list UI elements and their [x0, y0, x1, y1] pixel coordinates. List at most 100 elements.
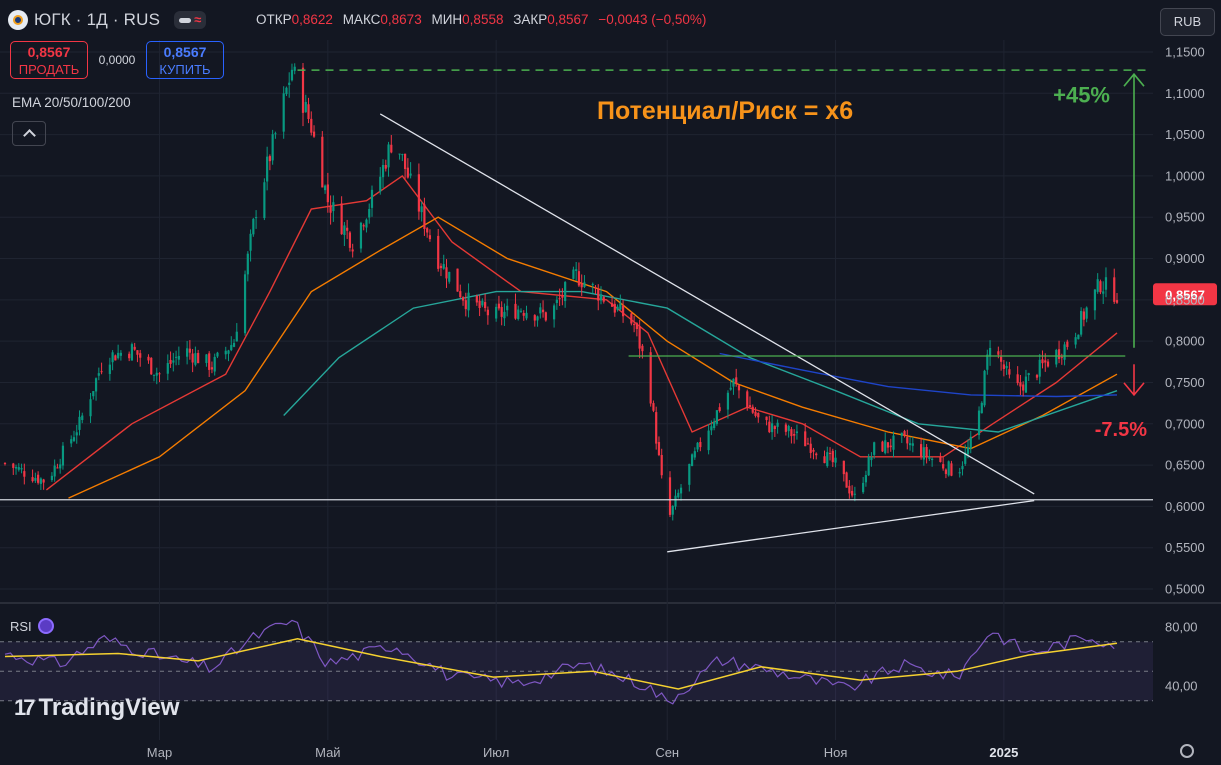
candle-body — [906, 437, 909, 444]
candle-body — [20, 468, 23, 470]
trade-panel: 0,8567 ПРОДАТЬ 0,0000 0,8567 КУПИТЬ — [10, 41, 224, 79]
candle-body — [790, 429, 793, 437]
y-tick-label: 1,0500 — [1165, 127, 1205, 142]
candle-body — [737, 385, 741, 391]
candle-body — [34, 477, 37, 481]
candle-body — [288, 82, 291, 85]
x-tick-label: Июл — [483, 745, 509, 760]
y-tick-label: 0,9000 — [1165, 251, 1205, 266]
candle-body — [961, 466, 964, 470]
x-tick-label: Мар — [147, 745, 172, 760]
candle-body — [426, 228, 429, 233]
candle-body — [575, 269, 578, 271]
candle-body — [908, 443, 912, 446]
ema-lines — [45, 174, 1118, 499]
buy-button[interactable]: 0,8567 КУПИТЬ — [146, 41, 224, 79]
candle-body — [484, 302, 487, 309]
market-status-toggle[interactable]: ≈ — [174, 11, 207, 29]
ohlc-low-label: МИН — [431, 12, 463, 27]
y-tick-label: 1,1500 — [1165, 45, 1205, 60]
candle-body — [343, 225, 346, 235]
candle-body — [539, 307, 542, 314]
candle-body — [254, 217, 258, 219]
ohlc-close-value: 0,8567 — [547, 12, 589, 27]
candle-body — [81, 415, 84, 421]
candle-body — [326, 184, 329, 203]
candle-body — [983, 370, 986, 406]
tradingview-logo: 17 TradingView — [14, 694, 179, 722]
ohlc-open-label: ОТКР — [256, 12, 292, 27]
candle-body — [806, 443, 810, 445]
candle-body — [884, 440, 887, 454]
candle-body — [191, 353, 194, 363]
candle-body — [1035, 375, 1039, 378]
candle-body — [1082, 311, 1085, 320]
candle-body — [1104, 277, 1108, 290]
collapse-legend-button[interactable] — [12, 121, 46, 146]
y-tick-label: 0,5000 — [1165, 582, 1205, 597]
candle-body — [718, 407, 721, 412]
candle-body — [522, 313, 525, 316]
candle-body — [387, 144, 390, 168]
candle-body — [172, 360, 175, 363]
ema-indicator-label[interactable]: EMA 20/50/100/200 — [12, 95, 131, 110]
candle-body — [842, 460, 845, 475]
ohlc-low-value: 0,8558 — [462, 12, 504, 27]
candle-body — [517, 309, 520, 320]
candle-body — [119, 352, 122, 356]
candle-body — [481, 300, 484, 306]
candle-body — [641, 345, 644, 352]
rsi-legend[interactable]: RSI — [10, 618, 54, 634]
candle-body — [503, 311, 506, 319]
candle-body — [312, 131, 316, 137]
candle-body — [757, 412, 760, 418]
sell-button[interactable]: 0,8567 ПРОДАТЬ — [10, 41, 88, 79]
candle-body — [406, 167, 409, 178]
symbol-header[interactable]: ЮГК · 1Д · RUS ≈ — [8, 8, 207, 32]
candle-body — [108, 364, 111, 374]
candle-body — [583, 282, 586, 288]
currency-selector[interactable]: RUB — [1160, 8, 1215, 36]
candle-body — [17, 467, 20, 470]
candle-body — [630, 313, 633, 324]
candle-body — [903, 431, 906, 436]
candle-body — [977, 410, 981, 436]
candle-body — [475, 295, 478, 303]
candle-body — [467, 292, 470, 311]
candle-body — [851, 490, 854, 496]
candle-body — [997, 351, 1000, 355]
candle-body — [420, 206, 423, 213]
candle-body — [690, 454, 694, 467]
ema-line-1 — [45, 174, 1118, 491]
candle-body — [370, 189, 374, 208]
symbol-title[interactable]: ЮГК · 1Д · RUS — [34, 10, 161, 29]
candle-body — [205, 354, 208, 363]
candle-body — [784, 424, 787, 432]
candle-body — [1074, 337, 1077, 345]
candle-body — [293, 66, 296, 71]
candle-body — [834, 457, 837, 463]
candle-body — [266, 156, 269, 182]
ema-line-4 — [719, 352, 1118, 398]
candle-body — [152, 374, 156, 376]
candle-body — [845, 472, 848, 488]
candle-body — [274, 133, 277, 135]
candle-body — [384, 164, 387, 169]
grid — [0, 40, 1221, 740]
candle-body — [1066, 341, 1069, 347]
candle-body — [1022, 384, 1025, 391]
candle-body — [599, 294, 603, 301]
candle-body — [572, 269, 575, 279]
candle-body — [92, 391, 95, 397]
candle-body — [459, 291, 462, 298]
candle-body — [831, 450, 834, 463]
candle-body — [1085, 307, 1088, 319]
candle-body — [1080, 310, 1083, 335]
candle-body — [246, 253, 249, 275]
gear-icon[interactable] — [1180, 744, 1194, 758]
candle-body — [128, 353, 131, 359]
candle-body — [986, 354, 989, 370]
candle-body — [1016, 374, 1019, 384]
candle-body — [437, 235, 440, 269]
